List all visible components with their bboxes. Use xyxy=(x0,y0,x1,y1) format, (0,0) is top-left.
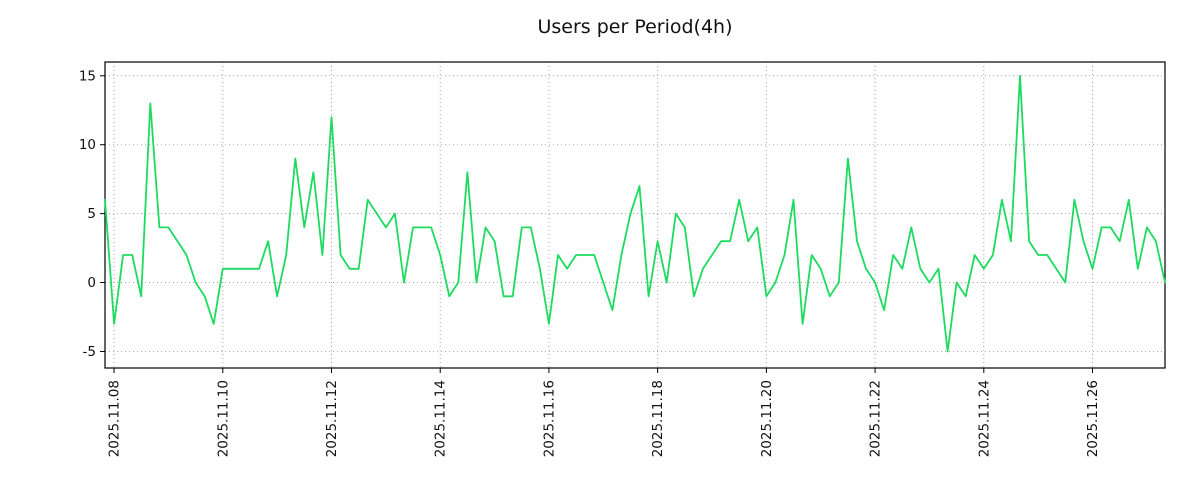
x-tick-label: 2025.11.12 xyxy=(324,380,340,457)
y-tick-label: -5 xyxy=(83,344,96,360)
x-tick-label: 2025.11.22 xyxy=(868,380,884,457)
x-tick-label: 2025.11.26 xyxy=(1085,380,1101,457)
x-tick-label: 2025.11.16 xyxy=(541,380,557,457)
x-tick-label: 2025.11.14 xyxy=(433,380,449,457)
y-tick-label: 5 xyxy=(87,206,96,222)
y-tick-label: 15 xyxy=(79,68,96,84)
x-tick-label: 2025.11.24 xyxy=(976,380,992,457)
chart-title: Users per Period(4h) xyxy=(537,16,733,38)
y-tick-label: 0 xyxy=(87,275,96,291)
plot-border xyxy=(104,61,1166,369)
users-series-line xyxy=(104,74,1166,353)
x-tick-label: 2025.11.08 xyxy=(107,380,123,457)
x-tick-label: 2025.11.18 xyxy=(650,380,666,457)
x-tick-label: 2025.11.20 xyxy=(759,380,775,457)
y-tick-label: 10 xyxy=(79,137,96,153)
x-tick-label: 2025.11.10 xyxy=(215,380,231,457)
